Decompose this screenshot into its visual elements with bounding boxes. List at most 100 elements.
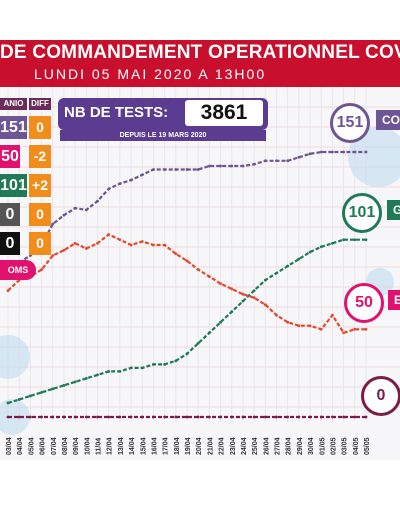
active-line-point	[252, 296, 256, 300]
total-line-point	[73, 206, 77, 210]
total-line-point	[107, 187, 111, 191]
x-tick-label: 22/04	[219, 437, 226, 455]
recovered-diff: +2	[29, 174, 51, 197]
active-line-point	[331, 313, 334, 317]
active-line-point	[207, 275, 211, 279]
recovered-line-point	[196, 341, 200, 345]
deaths-line-point	[263, 415, 267, 419]
x-tick-label: 18/04	[174, 437, 181, 455]
total-line-point	[118, 182, 122, 185]
recovered-line-point	[174, 359, 178, 363]
deaths-line-point	[163, 415, 167, 419]
active-marker: 50	[344, 283, 384, 323]
recovered-line-point	[84, 376, 88, 380]
deaths-marker: 0	[361, 376, 400, 416]
recovered-line-point	[107, 369, 111, 373]
total-line-point	[319, 150, 323, 154]
x-tick-label: 25/04	[252, 437, 259, 455]
recovered-tag: G	[387, 200, 400, 220]
recovered-line-point	[263, 278, 267, 282]
active-line-point	[84, 247, 88, 250]
x-tick-label: 27/04	[275, 437, 282, 455]
x-tick-label: 11/04	[96, 438, 103, 455]
deaths-line-point	[342, 415, 346, 419]
x-tick-label: 30/04	[308, 437, 315, 455]
x-tick-label: 29/04	[297, 437, 304, 455]
x-tick-label: 12/04	[107, 437, 114, 455]
recovered-line-point	[140, 366, 144, 370]
column-header-count: ANIO	[0, 98, 27, 110]
deaths-line-point	[319, 415, 323, 419]
deaths-line-point	[118, 415, 122, 419]
active-line-point	[40, 268, 43, 271]
recovered-line-point	[308, 250, 312, 254]
recovered-line-point	[275, 271, 278, 275]
total-line-point	[275, 159, 278, 163]
x-tick-label: 24/04	[241, 437, 248, 455]
total-line-point	[62, 213, 66, 217]
x-tick-label: 20/04	[196, 437, 203, 455]
total-line-point	[84, 208, 88, 212]
x-tick-label: 03/04	[6, 437, 13, 455]
active-line-point	[297, 324, 301, 328]
x-tick-label: 26/04	[263, 437, 270, 455]
recovered-line-point	[152, 362, 155, 366]
total-line-point	[196, 168, 200, 171]
total-marker: 151	[330, 103, 370, 143]
deaths-line-point	[241, 415, 245, 419]
x-tick-label: 14/04	[129, 437, 136, 455]
active-line	[7, 233, 366, 334]
total-line-point	[286, 159, 290, 163]
x-tick-label: 23/04	[230, 437, 237, 455]
x-tick-label: 28/04	[286, 437, 293, 455]
recovered-line-point	[118, 369, 122, 373]
active-line-point	[73, 241, 77, 245]
active-line-point	[196, 268, 200, 271]
recovered-line-point	[96, 373, 99, 377]
deaths-line-point	[230, 415, 234, 419]
x-tick-label: 09/04	[73, 437, 80, 455]
column-header-diff: DIFF	[29, 98, 51, 110]
deaths-line-point	[353, 415, 357, 419]
x-tick-label: 04/05	[353, 437, 360, 455]
x-tick-label: 05/04	[28, 437, 35, 455]
recovered-line-point	[230, 310, 234, 314]
active-tag: EN	[388, 290, 400, 310]
deaths-value: 0	[0, 203, 20, 226]
total-cases-diff: 0	[29, 116, 51, 139]
virus-decoration	[348, 127, 400, 187]
x-tick-label: 16/04	[151, 437, 158, 455]
active-line-point	[152, 243, 155, 247]
total-line-point	[174, 168, 178, 171]
active-line-point	[286, 320, 290, 324]
active-line-point	[140, 240, 144, 243]
deaths-line-point	[40, 415, 43, 419]
total-line-point	[230, 164, 234, 168]
recovered-line-point	[353, 238, 357, 242]
active-line-point	[353, 327, 357, 331]
deaths-line-point	[84, 415, 88, 419]
x-tick-label: 19/04	[185, 437, 192, 455]
deaths-line-point	[51, 415, 55, 419]
recovered-line-point	[207, 331, 211, 335]
active-line-point	[263, 303, 267, 307]
x-tick-label: 13/04	[118, 437, 125, 455]
report-date: LUNDI 05 MAI 2020 A 13H00	[34, 66, 267, 82]
active-line-point	[219, 282, 222, 286]
x-tick-label: 10/04	[84, 437, 91, 455]
header-banner: DE COMMANDEMENT OPERATIONNEL COVID LUNDI…	[0, 40, 400, 87]
total-line-point	[297, 155, 301, 159]
total-line-point	[364, 150, 368, 154]
total-line-point	[163, 168, 167, 171]
deaths-line-point	[62, 415, 66, 419]
active-line-point	[107, 233, 111, 236]
active-line-point	[364, 327, 368, 331]
deaths-line-point	[308, 415, 312, 419]
recovered-marker: 101	[342, 193, 382, 233]
deaths-line-point	[129, 415, 133, 419]
line-chart: 03/04 04/04 05/04 06/04 07/04 08/04 09/04 10/04…	[0, 87, 400, 455]
x-tick-label: 07/04	[51, 437, 58, 455]
recovered-line-point	[219, 320, 222, 324]
active-line-point	[319, 327, 323, 331]
recovered-line-point	[163, 362, 167, 366]
